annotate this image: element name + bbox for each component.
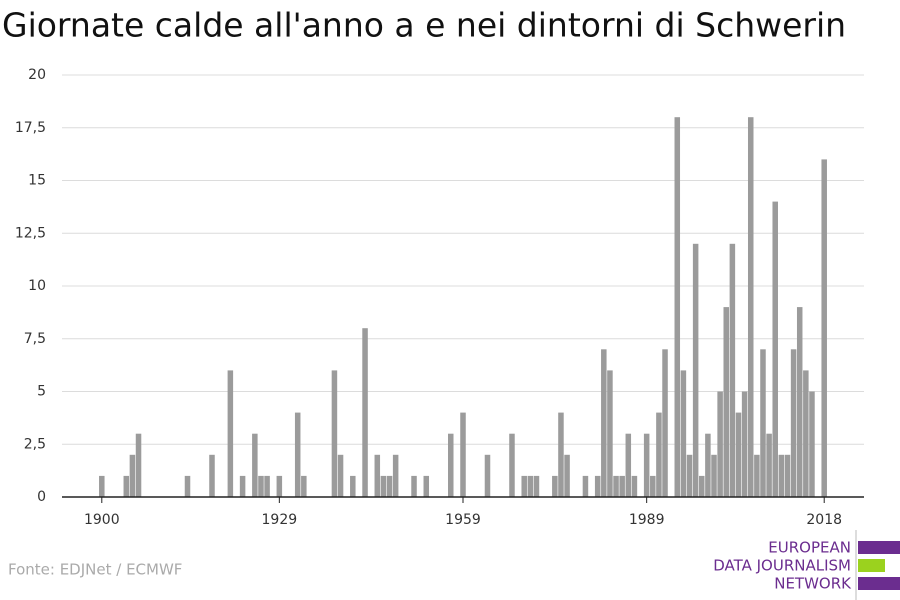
y-tick-label: 5 — [37, 384, 46, 400]
bar — [662, 349, 668, 497]
bar — [350, 475, 356, 497]
bar — [631, 475, 638, 497]
bar — [754, 454, 760, 497]
bar — [809, 391, 815, 497]
y-tick-label: 20 — [28, 67, 46, 83]
x-tick-label: 1929 — [262, 512, 298, 528]
y-tick-label: 12,5 — [15, 225, 46, 241]
bar — [692, 243, 699, 497]
x-tick-label: 2018 — [806, 512, 842, 528]
bar — [331, 370, 338, 497]
source: Fonte: EDJNet / ECMWF — [8, 561, 182, 579]
bar — [607, 370, 613, 497]
bar — [184, 475, 191, 497]
bar — [686, 454, 693, 497]
bar — [613, 475, 619, 497]
bar — [564, 454, 570, 497]
bar — [484, 454, 491, 497]
bar — [337, 454, 344, 497]
bar — [717, 391, 723, 497]
bar — [276, 475, 283, 497]
bar — [129, 454, 136, 497]
bar — [558, 412, 564, 497]
y-tick-label: 15 — [28, 173, 46, 189]
bar — [239, 475, 246, 497]
bar — [294, 412, 301, 497]
bar — [411, 475, 417, 497]
bar — [784, 454, 791, 497]
bar — [778, 454, 785, 497]
bar — [699, 475, 705, 497]
bar — [527, 475, 534, 497]
y-tick-label: 0 — [37, 489, 46, 505]
bar — [803, 370, 809, 497]
bar — [552, 475, 558, 497]
logo-bar — [858, 577, 900, 590]
bar — [386, 475, 393, 497]
bar — [423, 475, 430, 497]
bar — [735, 412, 742, 497]
bar — [656, 412, 662, 497]
bar — [625, 433, 632, 497]
bar — [790, 349, 797, 497]
bar — [460, 412, 466, 497]
bar — [374, 454, 381, 497]
bar — [521, 475, 527, 497]
bar — [380, 475, 387, 497]
bar — [741, 391, 748, 497]
bar — [729, 243, 736, 497]
bar — [747, 117, 754, 497]
bar — [643, 433, 650, 497]
logo-text: EUROPEAN — [768, 539, 851, 557]
y-tick-label: 17,5 — [15, 120, 46, 136]
bar — [723, 307, 730, 497]
bar — [619, 475, 625, 497]
bar — [258, 475, 264, 497]
bar — [301, 475, 307, 497]
y-tick-label: 2,5 — [24, 436, 46, 452]
bar — [99, 475, 105, 497]
chart-title: Giornate calde all'anno a e nei dintorni… — [2, 6, 846, 45]
bar — [533, 475, 540, 497]
bar — [362, 328, 368, 497]
bar — [650, 475, 656, 497]
bar — [772, 201, 778, 497]
bar — [252, 433, 258, 497]
bar — [123, 475, 130, 497]
bar — [582, 475, 589, 497]
bar — [227, 370, 234, 497]
bar — [209, 454, 215, 497]
bar — [760, 349, 766, 497]
x-tick-label: 1959 — [445, 512, 481, 528]
logo-bar — [858, 541, 900, 554]
x-tick-label: 1989 — [629, 512, 665, 528]
bar — [392, 454, 399, 497]
x-tick-label: 1900 — [84, 512, 120, 528]
bar — [796, 307, 803, 497]
bar — [711, 454, 717, 497]
y-tick-label: 7,5 — [24, 331, 46, 347]
bar — [674, 117, 681, 497]
bar — [509, 433, 515, 497]
bar — [135, 433, 142, 497]
bar — [601, 349, 607, 497]
bar — [766, 433, 772, 497]
bar — [264, 475, 270, 497]
bar — [448, 433, 454, 497]
bar — [680, 370, 687, 497]
logo-bar — [858, 559, 885, 572]
bar — [705, 433, 711, 497]
bar — [821, 159, 827, 497]
y-tick-label: 10 — [28, 278, 46, 294]
bar — [594, 475, 601, 497]
logo-text: DATA JOURNALISM — [713, 557, 851, 575]
logo-text: NETWORK — [774, 575, 852, 593]
